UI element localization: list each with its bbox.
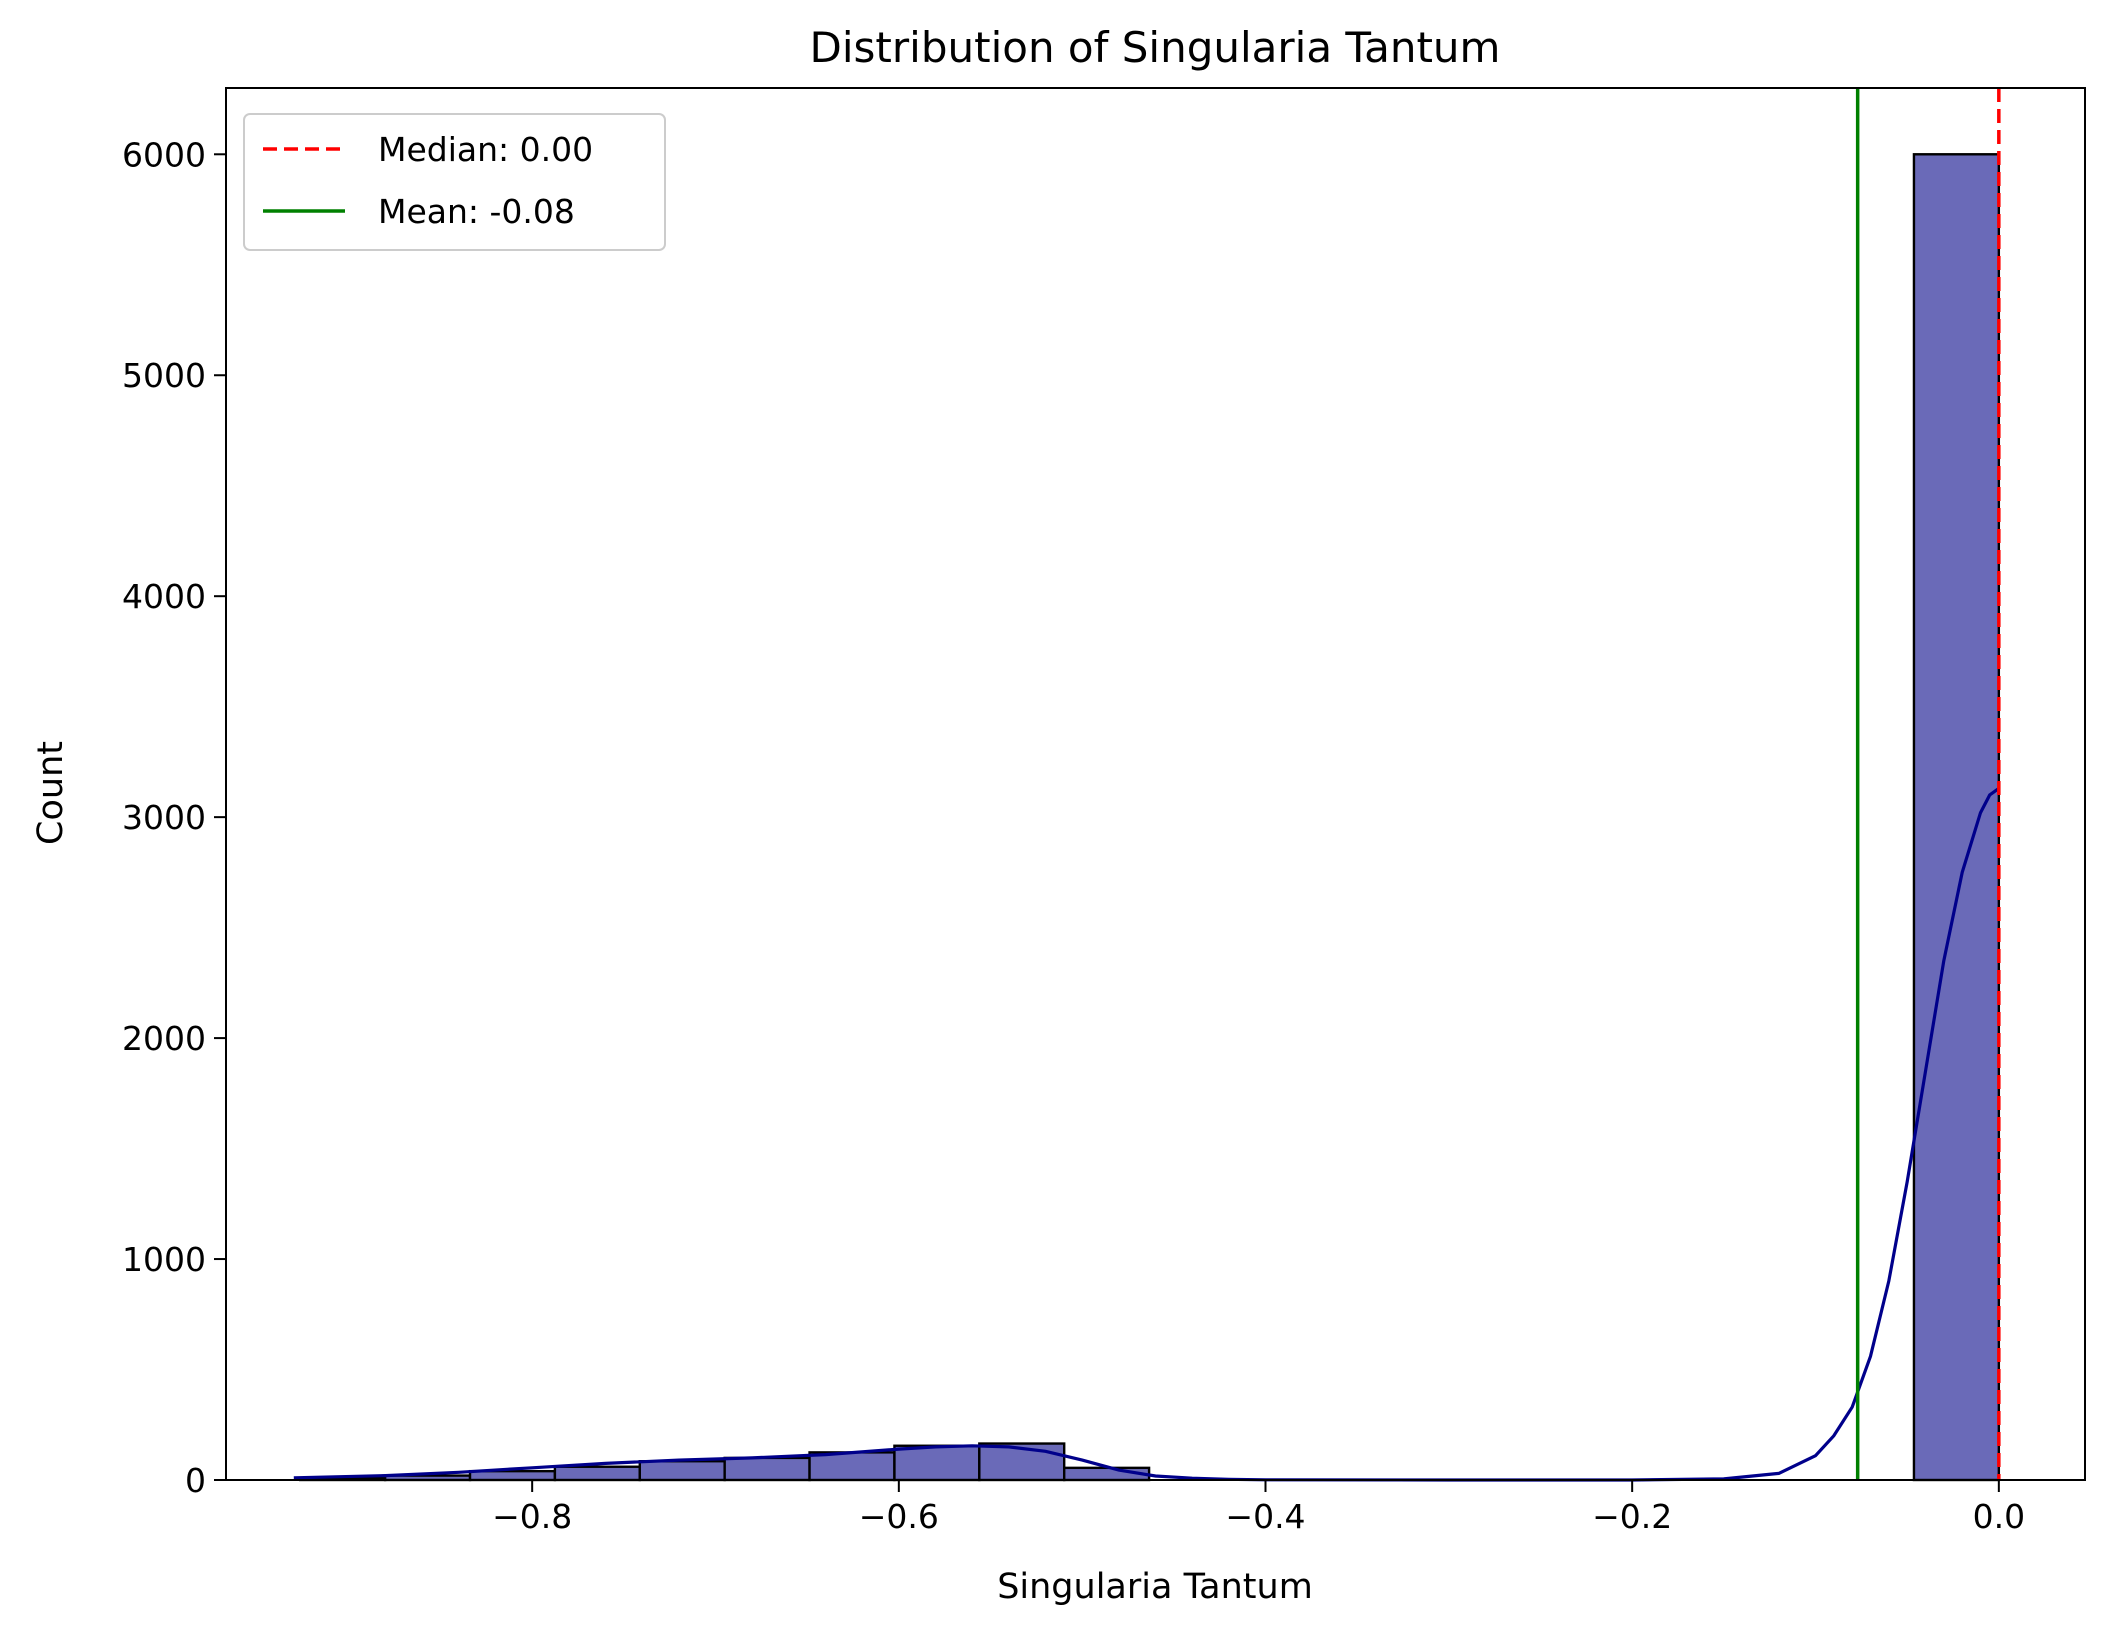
- histogram-bar: [808, 1451, 896, 1482]
- y-tick-label: 5000: [122, 356, 206, 395]
- y-tick-label: 0: [185, 1461, 206, 1500]
- plot-area-frame: [225, 87, 2086, 1481]
- y-tick-label: 4000: [122, 577, 206, 616]
- legend-mean-label: Mean: -0.08: [378, 192, 575, 231]
- histogram-bar: [468, 1469, 557, 1482]
- x-tick-label: −0.4: [1225, 1497, 1305, 1536]
- histogram-bars: [299, 153, 2001, 1482]
- x-tick-label: −0.6: [859, 1497, 939, 1536]
- histogram-bar: [638, 1460, 726, 1482]
- x-axis-label: Singularia Tantum: [997, 1567, 1313, 1607]
- histogram-bar: [723, 1456, 811, 1482]
- x-tick-label: −0.8: [492, 1497, 572, 1536]
- histogram-bar: [893, 1444, 981, 1482]
- y-axis-label: Count: [31, 741, 71, 845]
- x-axis-ticks: −0.8 −0.6 −0.4 −0.2 0.0: [492, 1480, 2025, 1536]
- histogram-bar: [1912, 153, 2001, 1482]
- y-tick-label: 6000: [122, 135, 206, 174]
- y-axis-ticks: 0 1000 2000 3000 4000 5000 6000: [122, 135, 226, 1500]
- y-tick-label: 3000: [122, 798, 206, 837]
- legend-median-label: Median: 0.00: [378, 130, 593, 169]
- legend-box: [243, 113, 666, 251]
- histogram-bar: [553, 1465, 641, 1482]
- x-tick-label: 0.0: [1973, 1497, 2025, 1536]
- y-tick-label: 2000: [122, 1019, 206, 1058]
- legend: Median: 0.00 Mean: -0.08: [243, 113, 666, 251]
- y-tick-label: 1000: [122, 1240, 206, 1279]
- chart-title: Distribution of Singularia Tantum: [810, 23, 1501, 72]
- x-tick-label: −0.2: [1592, 1497, 1672, 1536]
